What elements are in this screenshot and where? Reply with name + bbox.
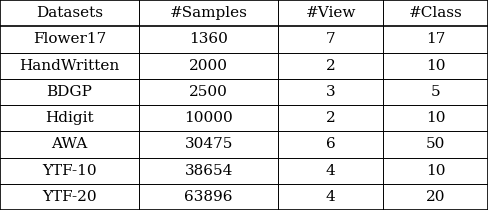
Text: 17: 17 bbox=[426, 32, 445, 46]
Text: #Class: #Class bbox=[408, 6, 463, 20]
Text: 10: 10 bbox=[426, 111, 445, 125]
Text: 1360: 1360 bbox=[189, 32, 228, 46]
Text: 5: 5 bbox=[431, 85, 440, 99]
Text: AWA: AWA bbox=[51, 137, 88, 151]
Text: 10000: 10000 bbox=[184, 111, 233, 125]
Text: 2000: 2000 bbox=[189, 59, 228, 73]
Text: 20: 20 bbox=[426, 190, 445, 204]
Text: HandWritten: HandWritten bbox=[20, 59, 120, 73]
Text: #Samples: #Samples bbox=[170, 6, 247, 20]
Text: 7: 7 bbox=[326, 32, 335, 46]
Text: 2500: 2500 bbox=[189, 85, 228, 99]
Text: BDGP: BDGP bbox=[46, 85, 93, 99]
Text: 4: 4 bbox=[326, 164, 335, 178]
Text: YTF-10: YTF-10 bbox=[42, 164, 97, 178]
Text: YTF-20: YTF-20 bbox=[42, 190, 97, 204]
Text: Datasets: Datasets bbox=[36, 6, 103, 20]
Text: 2: 2 bbox=[326, 59, 335, 73]
Text: 4: 4 bbox=[326, 190, 335, 204]
Text: 30475: 30475 bbox=[184, 137, 233, 151]
Text: 10: 10 bbox=[426, 164, 445, 178]
Text: Flower17: Flower17 bbox=[33, 32, 106, 46]
Text: 2: 2 bbox=[326, 111, 335, 125]
Text: 63896: 63896 bbox=[184, 190, 233, 204]
Text: 6: 6 bbox=[326, 137, 335, 151]
Text: #View: #View bbox=[305, 6, 356, 20]
Text: 3: 3 bbox=[326, 85, 335, 99]
Text: 38654: 38654 bbox=[184, 164, 233, 178]
Text: 50: 50 bbox=[426, 137, 445, 151]
Text: 10: 10 bbox=[426, 59, 445, 73]
Text: Hdigit: Hdigit bbox=[45, 111, 94, 125]
